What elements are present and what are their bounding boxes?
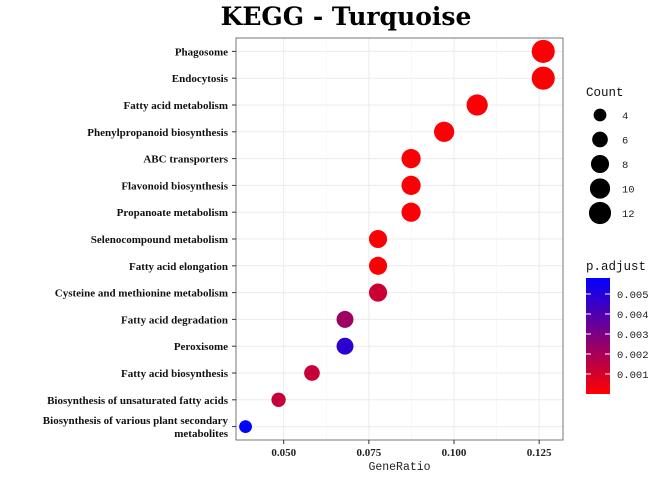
size-legend-key (592, 131, 608, 148)
size-legend-label: 10 (622, 185, 635, 197)
color-legend-bar (586, 278, 610, 394)
plot-grid (236, 38, 563, 440)
x-tick-label: 0.100 (442, 447, 467, 459)
category-label: Endocytosis (172, 73, 229, 85)
category-label: metabolites (174, 428, 228, 440)
size-legend: 4 6 8 10 12 (588, 108, 635, 225)
size-legend-title: Count (586, 86, 624, 100)
size-legend-key (588, 201, 612, 225)
data-point (401, 202, 421, 222)
category-label: Cysteine and methionine metabolism (55, 288, 228, 300)
color-legend-label: 0.002 (617, 350, 649, 362)
data-point (304, 365, 320, 381)
category-label: ABC transporters (143, 154, 228, 166)
x-tick-label: 0.050 (271, 447, 296, 459)
color-legend-label: 0.003 (617, 330, 649, 342)
data-point (368, 256, 388, 275)
data-point (434, 121, 455, 142)
category-label: Fatty acid biosynthesis (121, 368, 229, 380)
category-label: Peroxisome (174, 341, 228, 353)
category-label: Phenylpropanoid biosynthesis (87, 127, 228, 139)
data-point (336, 310, 354, 328)
category-label: Fatty acid metabolism (124, 100, 228, 112)
category-label: Propanoate metabolism (117, 207, 228, 219)
category-label: Fatty acid elongation (129, 261, 228, 273)
size-legend-key (590, 154, 610, 174)
category-label: Flavonoid biosynthesis (121, 180, 228, 192)
category-labels: Phagosome Endocytosis Fatty acid metabolis… (43, 46, 236, 440)
x-axis-ticks: 0.050 0.075 0.100 0.125 (271, 440, 552, 459)
size-legend-key (589, 178, 611, 199)
data-point (368, 229, 388, 249)
data-point (336, 337, 354, 355)
data-point (401, 175, 421, 195)
color-legend-label: 0.004 (617, 310, 649, 322)
size-legend-label: 6 (622, 136, 628, 148)
data-point (531, 66, 555, 90)
color-legend-label: 0.005 (617, 290, 649, 302)
size-legend-label: 12 (622, 209, 635, 221)
data-point (239, 420, 252, 433)
data-point (368, 283, 388, 302)
category-label: Biosynthesis of unsaturated fatty acids (47, 395, 229, 407)
size-legend-key (593, 108, 607, 122)
color-legend: 0.001 0.002 0.003 0.004 0.005 (586, 290, 649, 382)
data-points (239, 39, 555, 433)
category-label: Fatty acid degradation (121, 314, 228, 326)
data-point (466, 94, 488, 116)
size-legend-label: 4 (622, 111, 628, 123)
category-label: Biosynthesis of various plant secondary (43, 415, 229, 427)
color-legend-label: 0.001 (617, 370, 649, 382)
x-axis-label: GeneRatio (368, 461, 430, 474)
category-label: Selenocompound metabolism (91, 234, 228, 246)
x-tick-label: 0.075 (356, 447, 381, 459)
chart-title: KEGG - Turquoise (221, 2, 472, 31)
data-point (271, 392, 286, 407)
color-legend-title: p.adjust (586, 260, 646, 274)
x-tick-label: 0.125 (527, 447, 552, 459)
data-point (401, 149, 421, 169)
size-legend-label: 8 (622, 160, 628, 172)
category-label: Phagosome (175, 46, 228, 58)
data-point (531, 39, 555, 63)
